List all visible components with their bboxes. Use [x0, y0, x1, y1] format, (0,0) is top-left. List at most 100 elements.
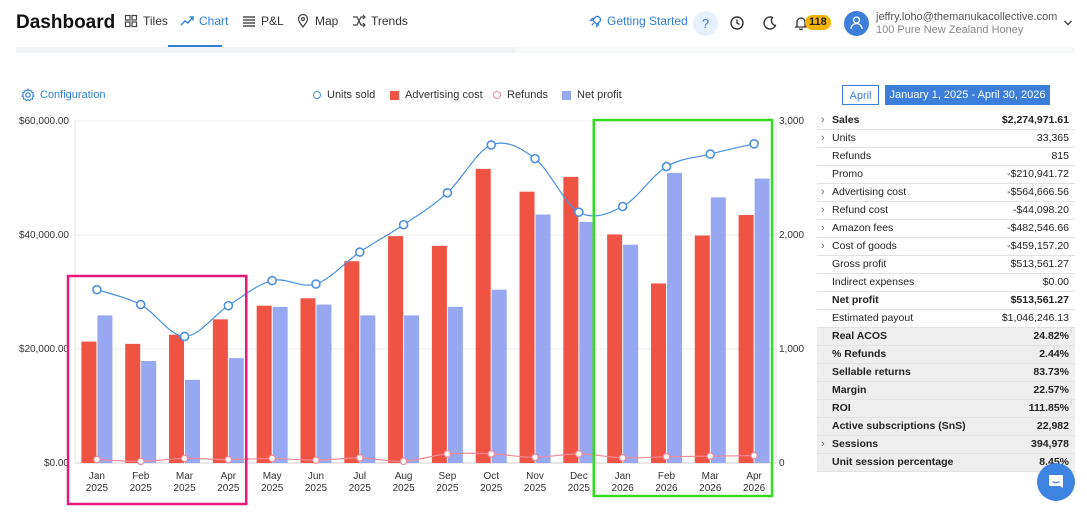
- chevron-right-icon[interactable]: ›: [821, 204, 825, 216]
- metric-row[interactable]: › Sessions 394,978: [817, 436, 1075, 454]
- bar-advertising-cost: [388, 236, 404, 463]
- chevron-down-icon[interactable]: [1063, 18, 1073, 28]
- legend-circle-icon: [313, 91, 321, 99]
- chevron-right-icon[interactable]: ›: [821, 186, 825, 198]
- point-units-sold: [661, 161, 672, 172]
- x-tick-label: May 2025: [252, 471, 292, 495]
- bar-net-profit: [447, 306, 463, 463]
- point-units-sold: [442, 188, 453, 198]
- tab-tiles[interactable]: Tiles: [124, 14, 168, 28]
- x-tick-label: Dec 2025: [559, 471, 599, 495]
- x-tick-month: Jan: [88, 471, 105, 482]
- avatar[interactable]: [844, 11, 869, 36]
- configuration-button[interactable]: Configuration: [21, 88, 105, 102]
- chevron-right-icon[interactable]: ›: [821, 240, 825, 252]
- bar-net-profit: [754, 178, 770, 463]
- x-tick-year: 2026: [611, 483, 634, 494]
- metric-row[interactable]: › Refund cost -$44,098.20: [817, 202, 1075, 220]
- bar-net-profit: [185, 379, 201, 463]
- point-units-sold: [617, 201, 628, 212]
- configuration-label: Configuration: [40, 89, 106, 101]
- tab-map-label: Map: [315, 14, 339, 28]
- bar-advertising-cost: [607, 234, 623, 463]
- x-tick-month: Apr: [746, 471, 762, 482]
- x-tick-month: Jul: [353, 471, 367, 482]
- point-units-sold: [749, 139, 759, 149]
- x-tick-label: Jul 2025: [340, 471, 380, 495]
- chat-button[interactable]: [1037, 463, 1075, 501]
- chevron-right-icon[interactable]: ›: [821, 222, 825, 234]
- metric-label: Cost of goods: [832, 240, 897, 252]
- x-tick-year: 2025: [567, 483, 590, 494]
- bar-advertising-cost: [431, 245, 447, 463]
- bar-net-profit: [141, 360, 157, 463]
- metric-row[interactable]: › Sales $2,274,971.61: [817, 112, 1075, 130]
- metric-row: Margin 22.57%: [817, 382, 1075, 400]
- active-tab-indicator: [168, 45, 222, 47]
- point-refunds: [312, 456, 320, 464]
- x-tick-month: May: [262, 471, 282, 482]
- bar-advertising-cost: [694, 235, 710, 463]
- tab-pl[interactable]: P&L: [242, 14, 284, 28]
- tab-map[interactable]: Map: [296, 14, 338, 28]
- metric-row: Sellable returns 83.73%: [817, 364, 1075, 382]
- month-button[interactable]: April: [842, 85, 879, 105]
- metric-label: Refund cost: [832, 204, 889, 216]
- clock-icon[interactable]: [729, 15, 745, 31]
- bar-advertising-cost: [169, 334, 185, 463]
- bar-advertising-cost: [650, 283, 666, 463]
- moon-icon[interactable]: [762, 15, 778, 31]
- point-units-sold: [354, 247, 365, 257]
- metric-label: Advertising cost: [832, 186, 907, 198]
- y-left-tick: $20,000.00: [18, 344, 69, 355]
- legend-net-profit[interactable]: Net profit: [562, 89, 622, 101]
- x-tick-month: Mar: [701, 471, 719, 482]
- legend-refunds[interactable]: Refunds: [493, 89, 548, 101]
- tab-tiles-label: Tiles: [143, 14, 168, 28]
- tab-chart[interactable]: Chart: [180, 14, 228, 28]
- x-tick-year: 2025: [480, 483, 503, 494]
- x-tick-label: Jun 2025: [296, 471, 336, 495]
- user-info[interactable]: jeffry.loho@themanukacollective.com 100 …: [876, 11, 1057, 37]
- chevron-right-icon[interactable]: ›: [821, 132, 825, 144]
- metric-row: Promo -$210,941.72: [817, 166, 1075, 184]
- gear-icon: [21, 88, 35, 102]
- legend-advertising-cost[interactable]: Advertising cost: [390, 89, 483, 101]
- x-tick-year: 2025: [348, 483, 371, 494]
- chevron-right-icon[interactable]: ›: [821, 114, 825, 126]
- legend-units-sold[interactable]: Units sold: [313, 89, 375, 101]
- x-tick-year: 2025: [392, 483, 415, 494]
- metric-value: 83.73%: [1033, 366, 1069, 378]
- y-right-tick: 1,000: [779, 344, 805, 355]
- metric-row[interactable]: › Amazon fees -$482,546.66: [817, 220, 1075, 238]
- point-refunds: [662, 452, 671, 461]
- metric-value: $2,274,971.61: [1001, 114, 1069, 126]
- help-button[interactable]: ?: [693, 11, 718, 36]
- bar-advertising-cost: [738, 215, 754, 463]
- y-left-tick: $40,000.00: [18, 230, 69, 241]
- bar-net-profit: [491, 289, 507, 463]
- x-tick-year: 2025: [261, 483, 284, 494]
- x-tick-label: Sep 2025: [427, 471, 467, 495]
- chevron-right-icon[interactable]: ›: [821, 438, 825, 450]
- bar-net-profit: [272, 306, 288, 463]
- line-units-sold: [96, 142, 755, 338]
- metric-row[interactable]: › Units 33,365: [817, 130, 1075, 148]
- x-tick-year: 2025: [129, 483, 152, 494]
- metric-row: Net profit $513,561.27: [817, 292, 1075, 310]
- bar-advertising-cost: [125, 343, 141, 463]
- x-tick-month: Aug: [394, 471, 413, 482]
- x-tick-year: 2025: [85, 483, 109, 494]
- bar-net-profit: [535, 214, 551, 463]
- x-tick-label: Jan 2025: [77, 471, 117, 495]
- legend-circle-icon: [493, 91, 501, 99]
- metric-row[interactable]: › Cost of goods -$459,157.20: [817, 238, 1075, 256]
- tab-trends[interactable]: Trends: [352, 14, 408, 28]
- getting-started-link[interactable]: Getting Started: [589, 14, 688, 28]
- point-units-sold: [574, 207, 584, 217]
- metric-row: Indirect expenses $0.00: [817, 274, 1075, 292]
- metric-row[interactable]: › Advertising cost -$564,666.56: [817, 184, 1075, 202]
- date-range-button[interactable]: January 1, 2025 - April 30, 2026: [885, 85, 1050, 105]
- tab-pl-label: P&L: [261, 14, 284, 28]
- point-refunds: [224, 455, 233, 464]
